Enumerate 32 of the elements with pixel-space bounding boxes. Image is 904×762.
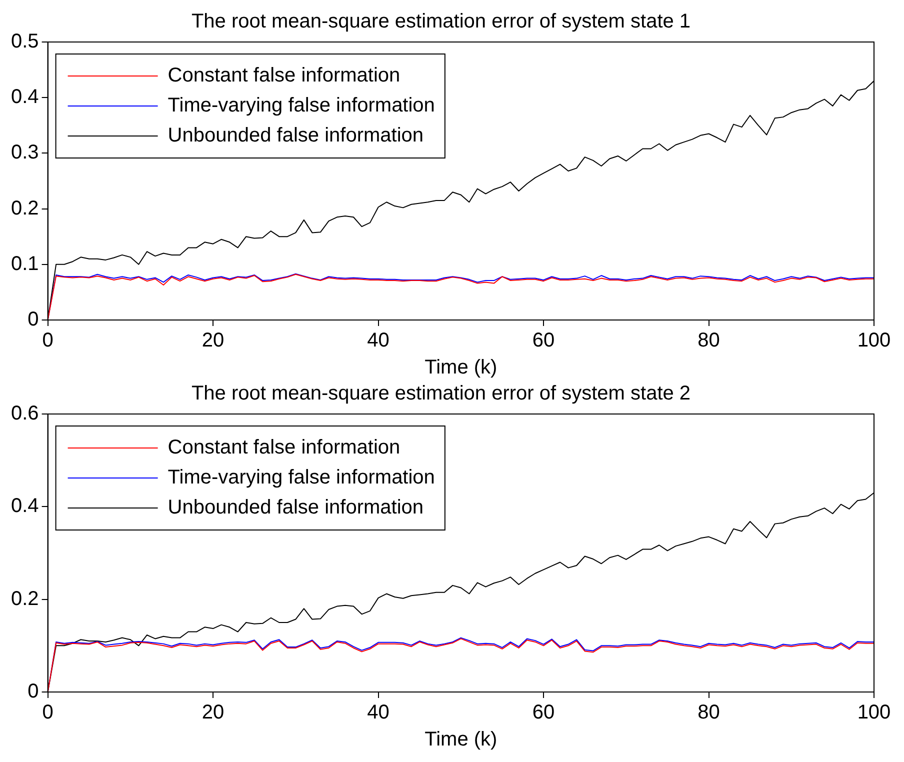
x-axis-title: Time (k): [424, 356, 498, 379]
legend-label: Constant false information: [168, 64, 400, 87]
legend-label: Constant false information: [168, 436, 400, 459]
x-tick-label: 80: [698, 702, 720, 724]
x-tick-label: 80: [698, 330, 720, 352]
x-tick-label: 40: [367, 330, 390, 352]
y-tick-label: 0.5: [10, 30, 39, 53]
legend-label: Time-varying false information: [168, 94, 435, 117]
x-tick-label: 100: [857, 702, 891, 724]
y-tick-label: 0.6: [10, 402, 39, 425]
x-tick-label: 0: [42, 330, 54, 352]
y-tick-label: 0: [28, 680, 39, 703]
y-tick-label: 0: [28, 308, 39, 331]
x-tick-label: 40: [367, 702, 390, 724]
x-tick-label: 60: [532, 702, 555, 724]
x-tick-label: 20: [202, 702, 224, 724]
chart-title: The root mean-square estimation error of system state 2: [191, 382, 691, 405]
x-axis-title: Time (k): [424, 728, 498, 751]
x-tick-label: 60: [532, 330, 555, 352]
legend-label: Time-varying false information: [168, 466, 435, 489]
chart-title: The root mean-square estimation error of system state 1: [191, 10, 691, 33]
legend-label: Unbounded false information: [168, 124, 424, 147]
x-tick-label: 20: [202, 330, 224, 352]
x-tick-label: 0: [42, 702, 54, 724]
y-tick-label: 0.1: [10, 252, 39, 275]
y-tick-label: 0.4: [10, 495, 39, 518]
y-tick-label: 0.2: [10, 588, 39, 610]
y-tick-label: 0.3: [10, 142, 39, 164]
x-tick-label: 100: [857, 330, 891, 352]
y-tick-label: 0.4: [10, 86, 39, 108]
legend-label: Unbounded false information: [168, 496, 424, 519]
y-tick-label: 0.2: [10, 197, 39, 220]
